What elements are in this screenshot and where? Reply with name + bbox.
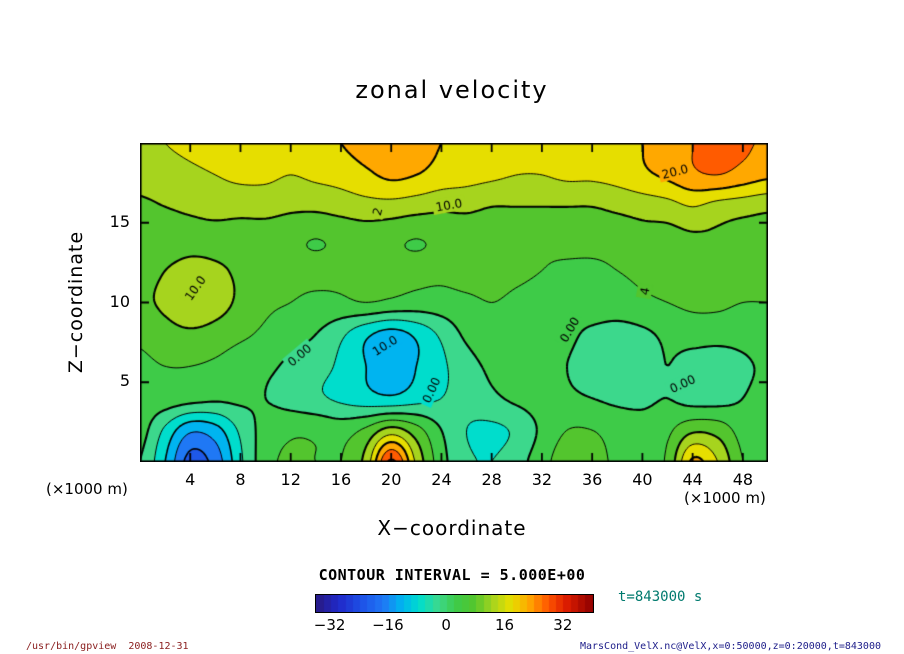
y-tick-label: 10 bbox=[109, 291, 130, 311]
contour-plot-canvas bbox=[140, 143, 768, 462]
x-tick-label: 24 bbox=[431, 470, 452, 489]
x-tick-label: 12 bbox=[280, 470, 301, 489]
colorbar-tick-label: 0 bbox=[441, 616, 451, 634]
y-axis-label: Z−coordinate bbox=[65, 230, 87, 374]
colorbar-tick-label: −32 bbox=[313, 616, 346, 634]
chart-title: zonal velocity bbox=[355, 76, 549, 104]
x-axis-label: X−coordinate bbox=[377, 516, 527, 540]
colorbar-tick-label: 32 bbox=[553, 616, 573, 634]
x-tick-label: 48 bbox=[732, 470, 754, 489]
unit-label-left: (×1000 m) bbox=[46, 480, 128, 498]
x-tick-label: 28 bbox=[481, 470, 502, 489]
x-tick-label: 4 bbox=[185, 470, 196, 489]
x-tick-label: 40 bbox=[632, 470, 653, 489]
x-tick-label: 44 bbox=[682, 470, 703, 489]
x-tick-label: 16 bbox=[330, 470, 352, 489]
y-tick-label: 15 bbox=[109, 211, 130, 231]
dataset-footer: MarsCond_VelX.nc@VelX,x=0:50000,z=0:2000… bbox=[579, 641, 881, 652]
unit-label-right: (×1000 m) bbox=[684, 489, 766, 507]
x-tick-label: 32 bbox=[531, 470, 553, 489]
colorbar-tick-label: 16 bbox=[494, 616, 515, 634]
colorbar-canvas bbox=[315, 594, 594, 613]
contour-interval-label: CONTOUR INTERVAL = 5.000E+00 bbox=[318, 566, 586, 584]
x-tick-label: 36 bbox=[581, 470, 603, 489]
command-footer: /usr/bin/gpview 2008-12-31 bbox=[26, 641, 189, 652]
y-tick-label: 5 bbox=[119, 371, 130, 391]
colorbar-tick-label: −16 bbox=[372, 616, 404, 634]
x-tick-label: 8 bbox=[235, 470, 246, 489]
time-label: t=843000 s bbox=[618, 589, 703, 605]
x-tick-label: 20 bbox=[381, 470, 402, 489]
